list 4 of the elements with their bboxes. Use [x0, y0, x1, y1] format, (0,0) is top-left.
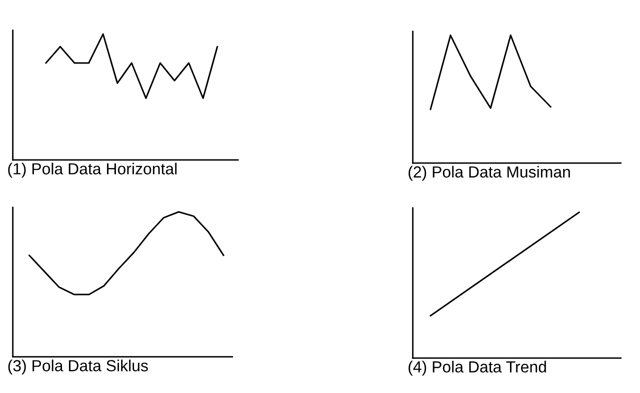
x-axis-title: (2) Pola Data Musiman: [408, 166, 570, 181]
x-axis-title: (1) Pola Data Horizontal: [8, 162, 177, 178]
x-axis-title: (4) Pola Data Trend: [408, 360, 546, 376]
x-axis-title: (3) Pola Data Siklus: [8, 360, 148, 375]
